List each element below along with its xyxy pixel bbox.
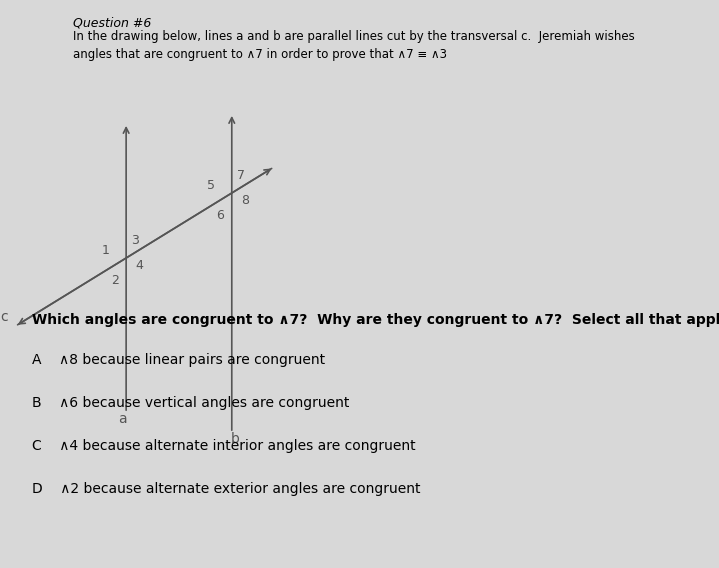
Text: C    ∧4 because alternate interior angles are congruent: C ∧4 because alternate interior angles a… xyxy=(32,439,416,453)
Text: b: b xyxy=(231,432,240,446)
Text: 5: 5 xyxy=(207,179,216,192)
Text: D    ∧2 because alternate exterior angles are congruent: D ∧2 because alternate exterior angles a… xyxy=(32,482,421,496)
Text: A    ∧8 because linear pairs are congruent: A ∧8 because linear pairs are congruent xyxy=(32,353,325,367)
Text: 8: 8 xyxy=(242,194,249,207)
Text: 7: 7 xyxy=(237,169,245,182)
Text: 2: 2 xyxy=(111,274,119,287)
Text: 1: 1 xyxy=(102,244,110,257)
Text: In the drawing below, lines a and b are parallel lines cut by the transversal c.: In the drawing below, lines a and b are … xyxy=(73,30,635,61)
Text: 3: 3 xyxy=(132,233,139,247)
Text: 6: 6 xyxy=(216,209,224,222)
Text: c: c xyxy=(0,310,8,324)
Text: B    ∧6 because vertical angles are congruent: B ∧6 because vertical angles are congrue… xyxy=(32,396,349,410)
Text: 4: 4 xyxy=(136,259,144,272)
Text: Which angles are congruent to ∧7?  Why are they congruent to ∧7?  Select all tha: Which angles are congruent to ∧7? Why ar… xyxy=(32,313,719,327)
Text: Question #6: Question #6 xyxy=(73,16,152,29)
Text: a: a xyxy=(118,412,127,426)
